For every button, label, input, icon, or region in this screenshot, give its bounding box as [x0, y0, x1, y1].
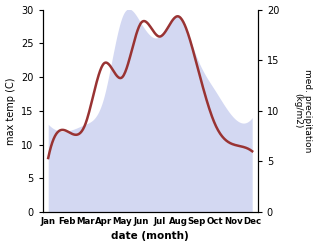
- Y-axis label: max temp (C): max temp (C): [5, 77, 16, 144]
- Y-axis label: med. precipitation
(kg/m2): med. precipitation (kg/m2): [293, 69, 313, 152]
- X-axis label: date (month): date (month): [111, 231, 189, 242]
